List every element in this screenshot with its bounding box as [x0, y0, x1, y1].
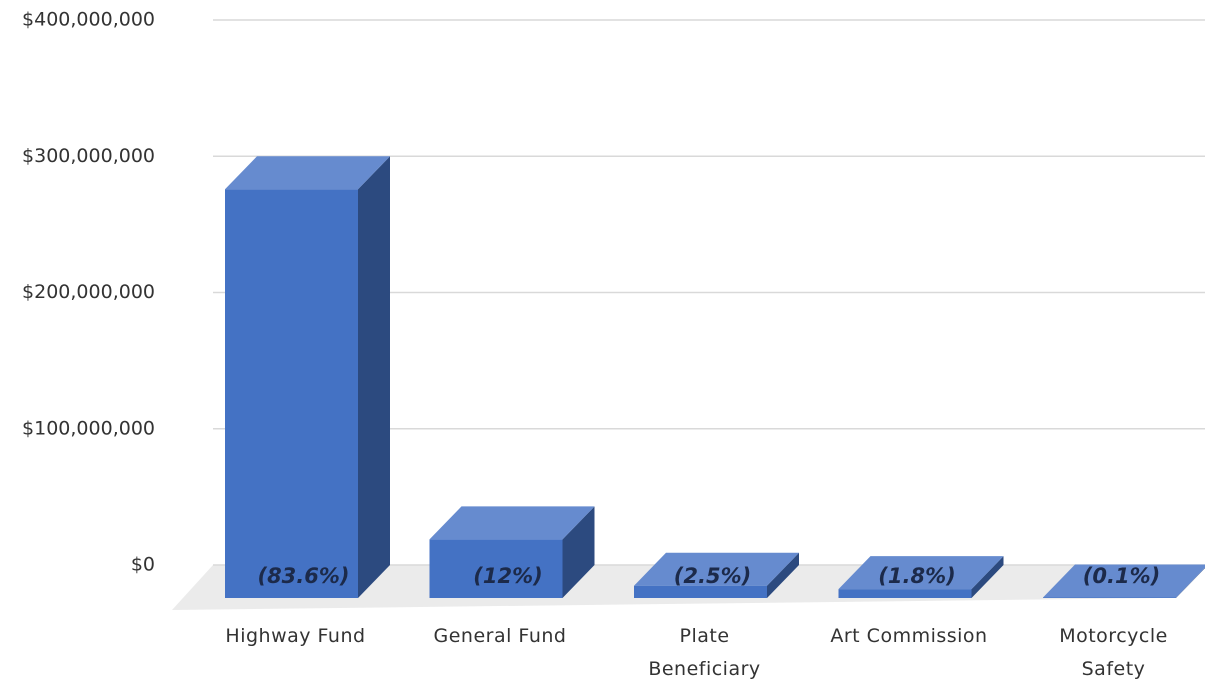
bar-top [429, 506, 595, 540]
x-tick-label: Plate Beneficiary [648, 625, 760, 680]
x-tick-label: Motorcycle Safety [1059, 625, 1168, 680]
x-tick-label: Highway Fund [225, 625, 365, 647]
bar [429, 539, 563, 598]
bar [634, 585, 767, 598]
bar [225, 189, 358, 598]
bar-side [767, 552, 799, 598]
data-label: (1.8%) [878, 564, 955, 588]
x-tick-label: Art Commission [830, 625, 987, 647]
bar-top [225, 156, 390, 190]
bar-side [358, 156, 390, 598]
bar-top [634, 552, 799, 586]
y-tick-label: $200,000,000 [22, 281, 155, 303]
data-label: (2.5%) [674, 564, 751, 588]
data-label: (0.1%) [1083, 564, 1160, 588]
y-tick-label: $100,000,000 [22, 417, 155, 439]
data-label: (12%) [473, 564, 542, 588]
y-tick-label: $300,000,000 [22, 145, 155, 167]
bar-side [562, 506, 595, 598]
bar [838, 589, 972, 598]
bar-top [1043, 564, 1205, 598]
x-tick-label: General Fund [434, 625, 567, 647]
y-tick-label: $400,000,000 [22, 9, 155, 31]
y-tick-label: $0 [131, 554, 155, 576]
bar-top [838, 556, 1004, 590]
bar-side [971, 556, 1004, 598]
bar-side [1176, 567, 1205, 598]
data-label: (83.6%) [257, 564, 349, 588]
